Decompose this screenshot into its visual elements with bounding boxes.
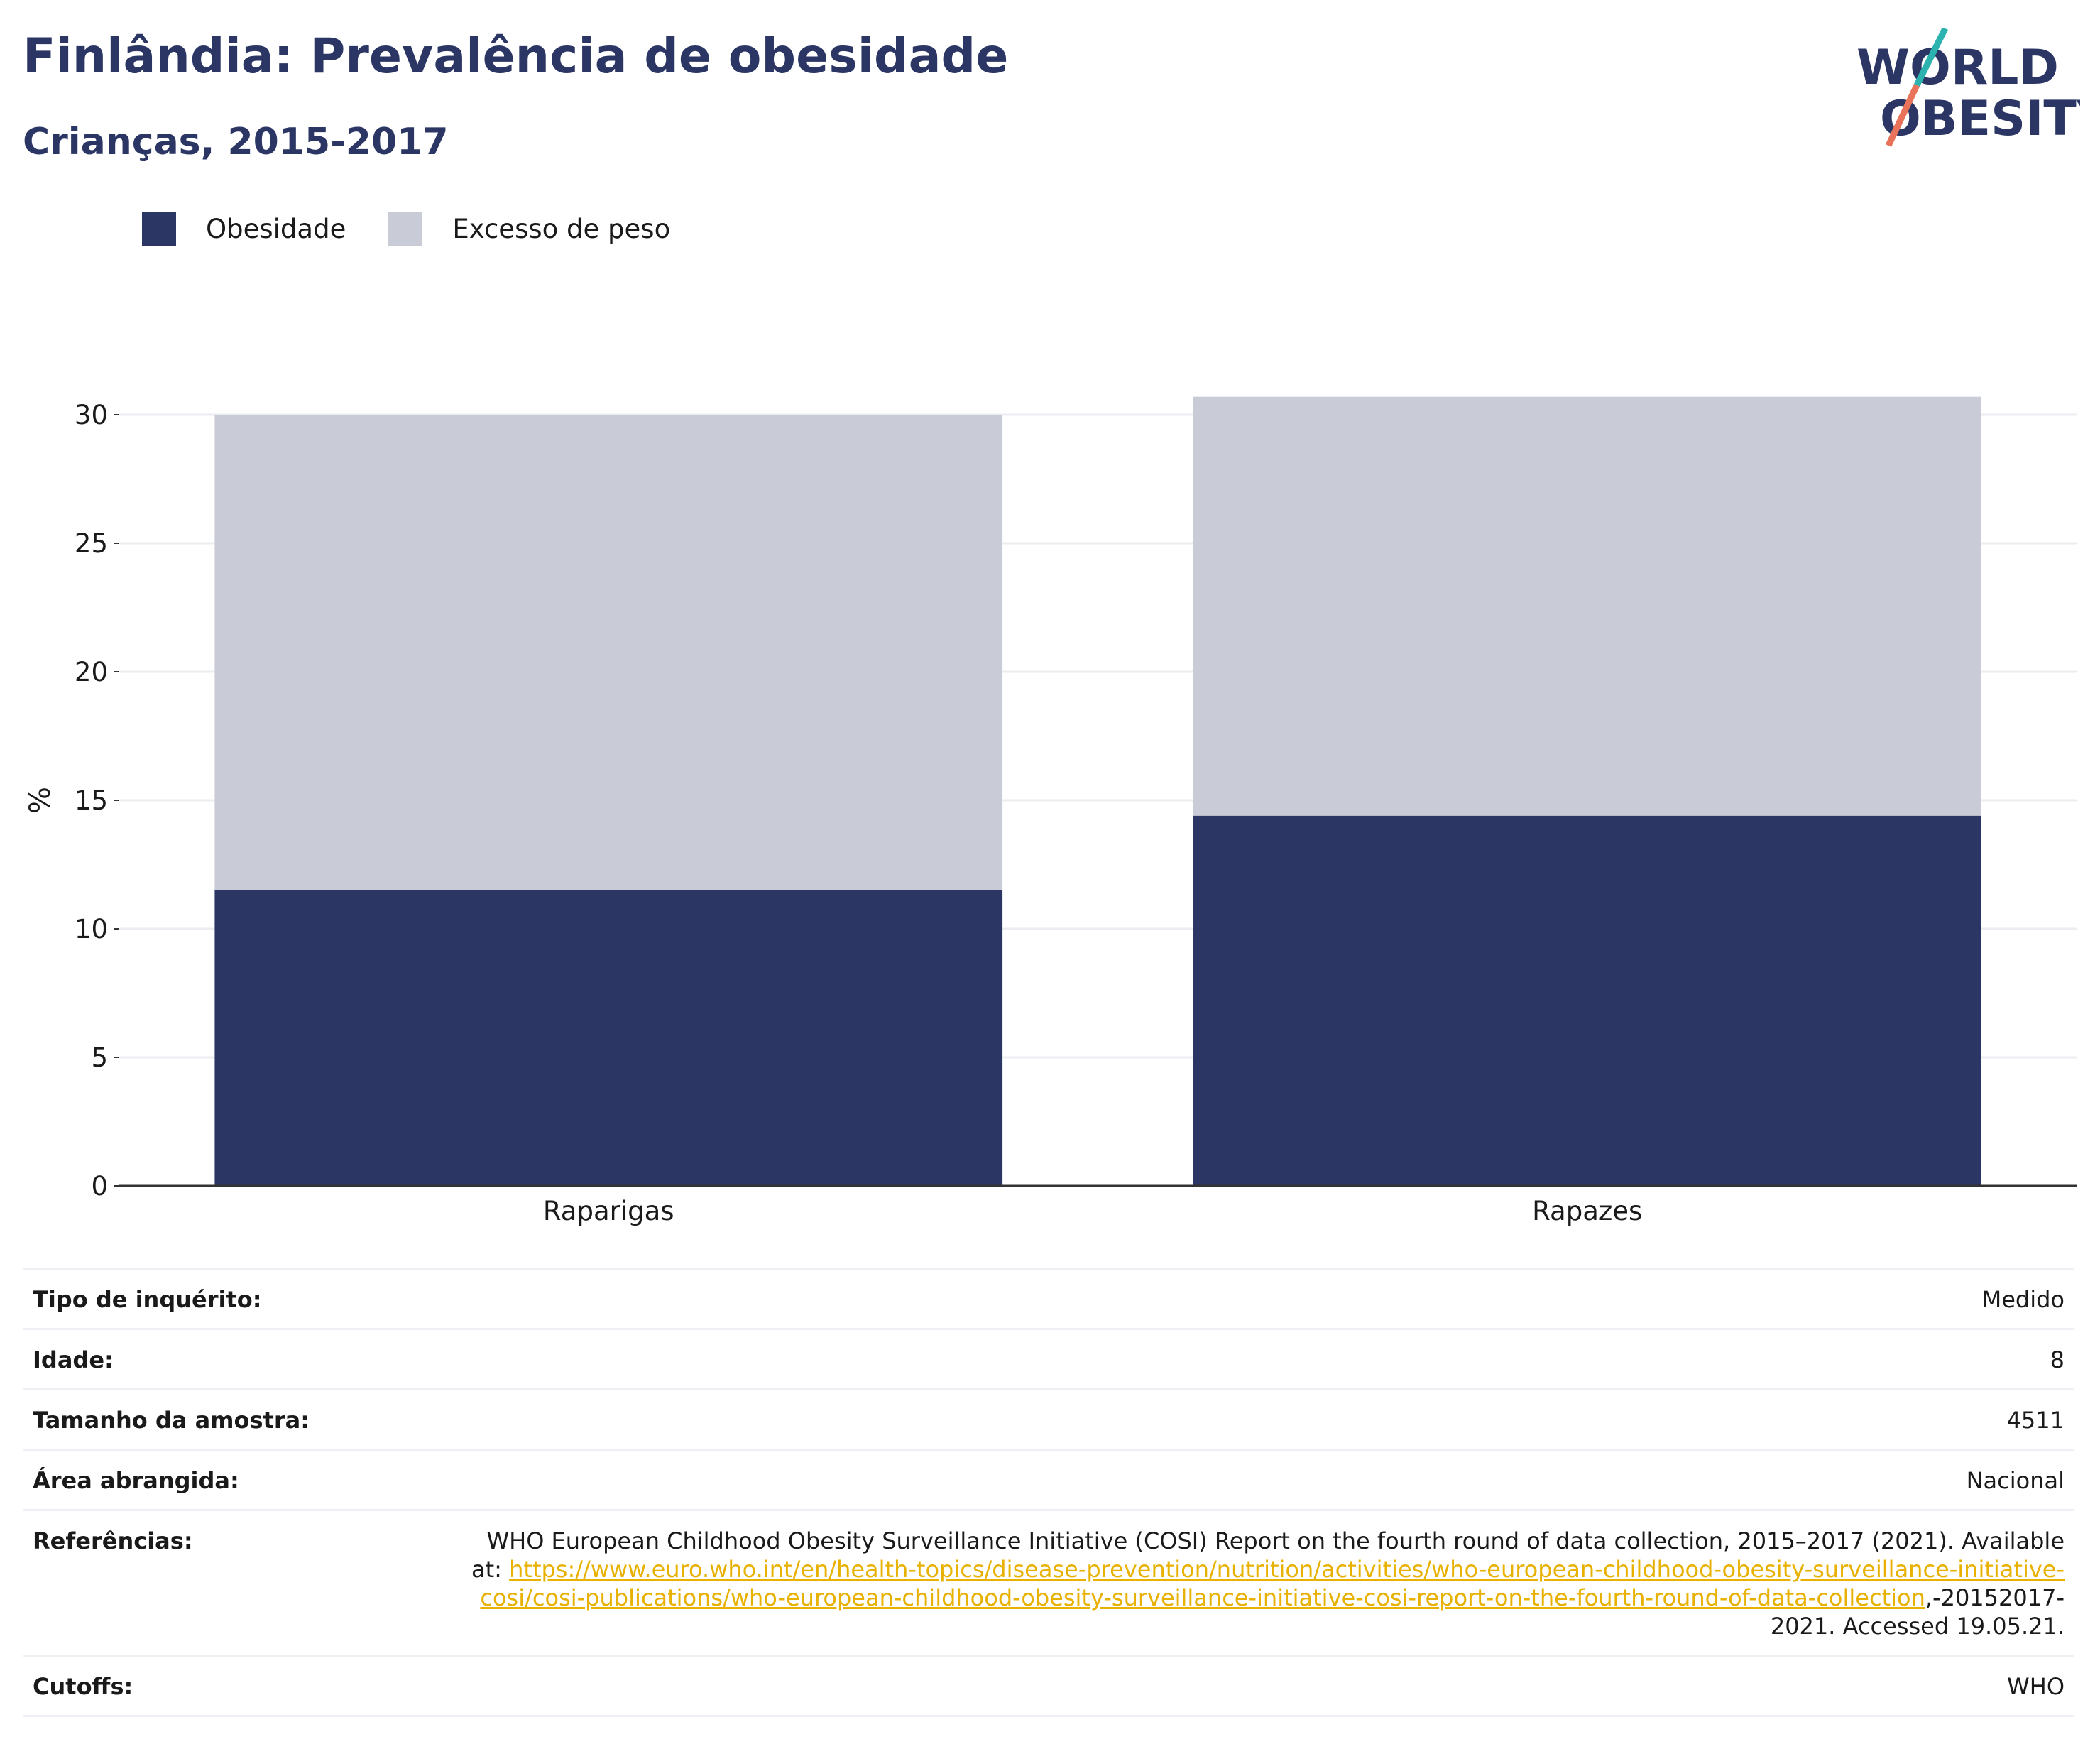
x-tick-label: Raparigas — [543, 1196, 674, 1226]
info-label: Referências: — [33, 1527, 193, 1554]
legend-swatch-obesity — [142, 212, 176, 246]
stacked-bar-chart: 0 5 10 15 20 25 30 Raparigas Rapazes% — [24, 396, 2077, 1226]
info-label: Área abrangida: — [33, 1467, 239, 1494]
bar-overweight-rapazes — [1193, 396, 1981, 816]
references-value: WHO European Childhood Obesity Surveilla… — [467, 1527, 2065, 1640]
info-row-references: Referências: WHO European Childhood Obes… — [23, 1509, 2074, 1655]
legend-label-obesity: Obesidade — [206, 213, 346, 244]
info-value: 4511 — [2006, 1407, 2065, 1434]
bar-obesity-raparigas — [214, 890, 1003, 1186]
info-row-cutoffs: Cutoffs: WHO — [23, 1655, 2074, 1717]
y-tick-label: 5 — [91, 1042, 108, 1073]
y-tick-label: 25 — [75, 528, 108, 559]
info-row-age: Idade: 8 — [23, 1328, 2074, 1388]
info-label: Idade: — [33, 1346, 114, 1373]
legend-swatch-overweight — [388, 212, 423, 246]
y-axis-label: % — [24, 787, 57, 814]
info-label: Cutoffs: — [33, 1673, 133, 1700]
x-tick-label: Rapazes — [1532, 1196, 1642, 1226]
y-tick-label: 30 — [75, 400, 108, 430]
info-row-sample-size: Tamanho da amostra: 4511 — [23, 1388, 2074, 1449]
bar-overweight-raparigas — [214, 415, 1003, 890]
chart-subtitle: Crianças, 2015-2017 — [23, 121, 449, 163]
info-value: WHO — [2007, 1673, 2065, 1700]
info-value: Nacional — [1966, 1467, 2065, 1494]
logo-coral-slash — [1885, 84, 1920, 147]
references-accessed-text: ,-20152017-2021. Accessed 19.05.21. — [1770, 1584, 2065, 1640]
y-tick-label: 0 — [91, 1171, 108, 1202]
info-row-area: Área abrangida: Nacional — [23, 1449, 2074, 1509]
logo-text-world: WORLD — [1856, 40, 2059, 96]
info-label: Tamanho da amostra: — [33, 1407, 310, 1434]
info-table: Tipo de inquérito: Medido Idade: 8 Taman… — [23, 1268, 2074, 1717]
chart-legend: Obesidade Excesso de peso — [142, 212, 713, 246]
references-link[interactable]: https://www.euro.who.int/en/health-topic… — [480, 1556, 2065, 1611]
legend-item-overweight: Excesso de peso — [388, 212, 670, 246]
world-obesity-logo: WORLD OBESITY — [1856, 28, 2080, 147]
info-value: Medido — [1981, 1286, 2065, 1313]
legend-item-obesity: Obesidade — [142, 212, 346, 246]
logo-teal-slash — [1913, 28, 1949, 87]
legend-label-overweight: Excesso de peso — [452, 213, 671, 244]
info-row-survey-type: Tipo de inquérito: Medido — [23, 1268, 2074, 1328]
y-tick-label: 15 — [75, 785, 108, 816]
chart-title: Finlândia: Prevalência de obesidade — [23, 28, 1009, 85]
y-tick-label: 10 — [75, 914, 108, 944]
references-text: WHO European Childhood Obesity Surveilla… — [471, 1527, 2065, 1583]
info-label: Tipo de inquérito: — [33, 1286, 262, 1313]
info-value: 8 — [2050, 1346, 2065, 1373]
bar-obesity-rapazes — [1193, 815, 1981, 1186]
y-tick-label: 20 — [75, 657, 108, 687]
